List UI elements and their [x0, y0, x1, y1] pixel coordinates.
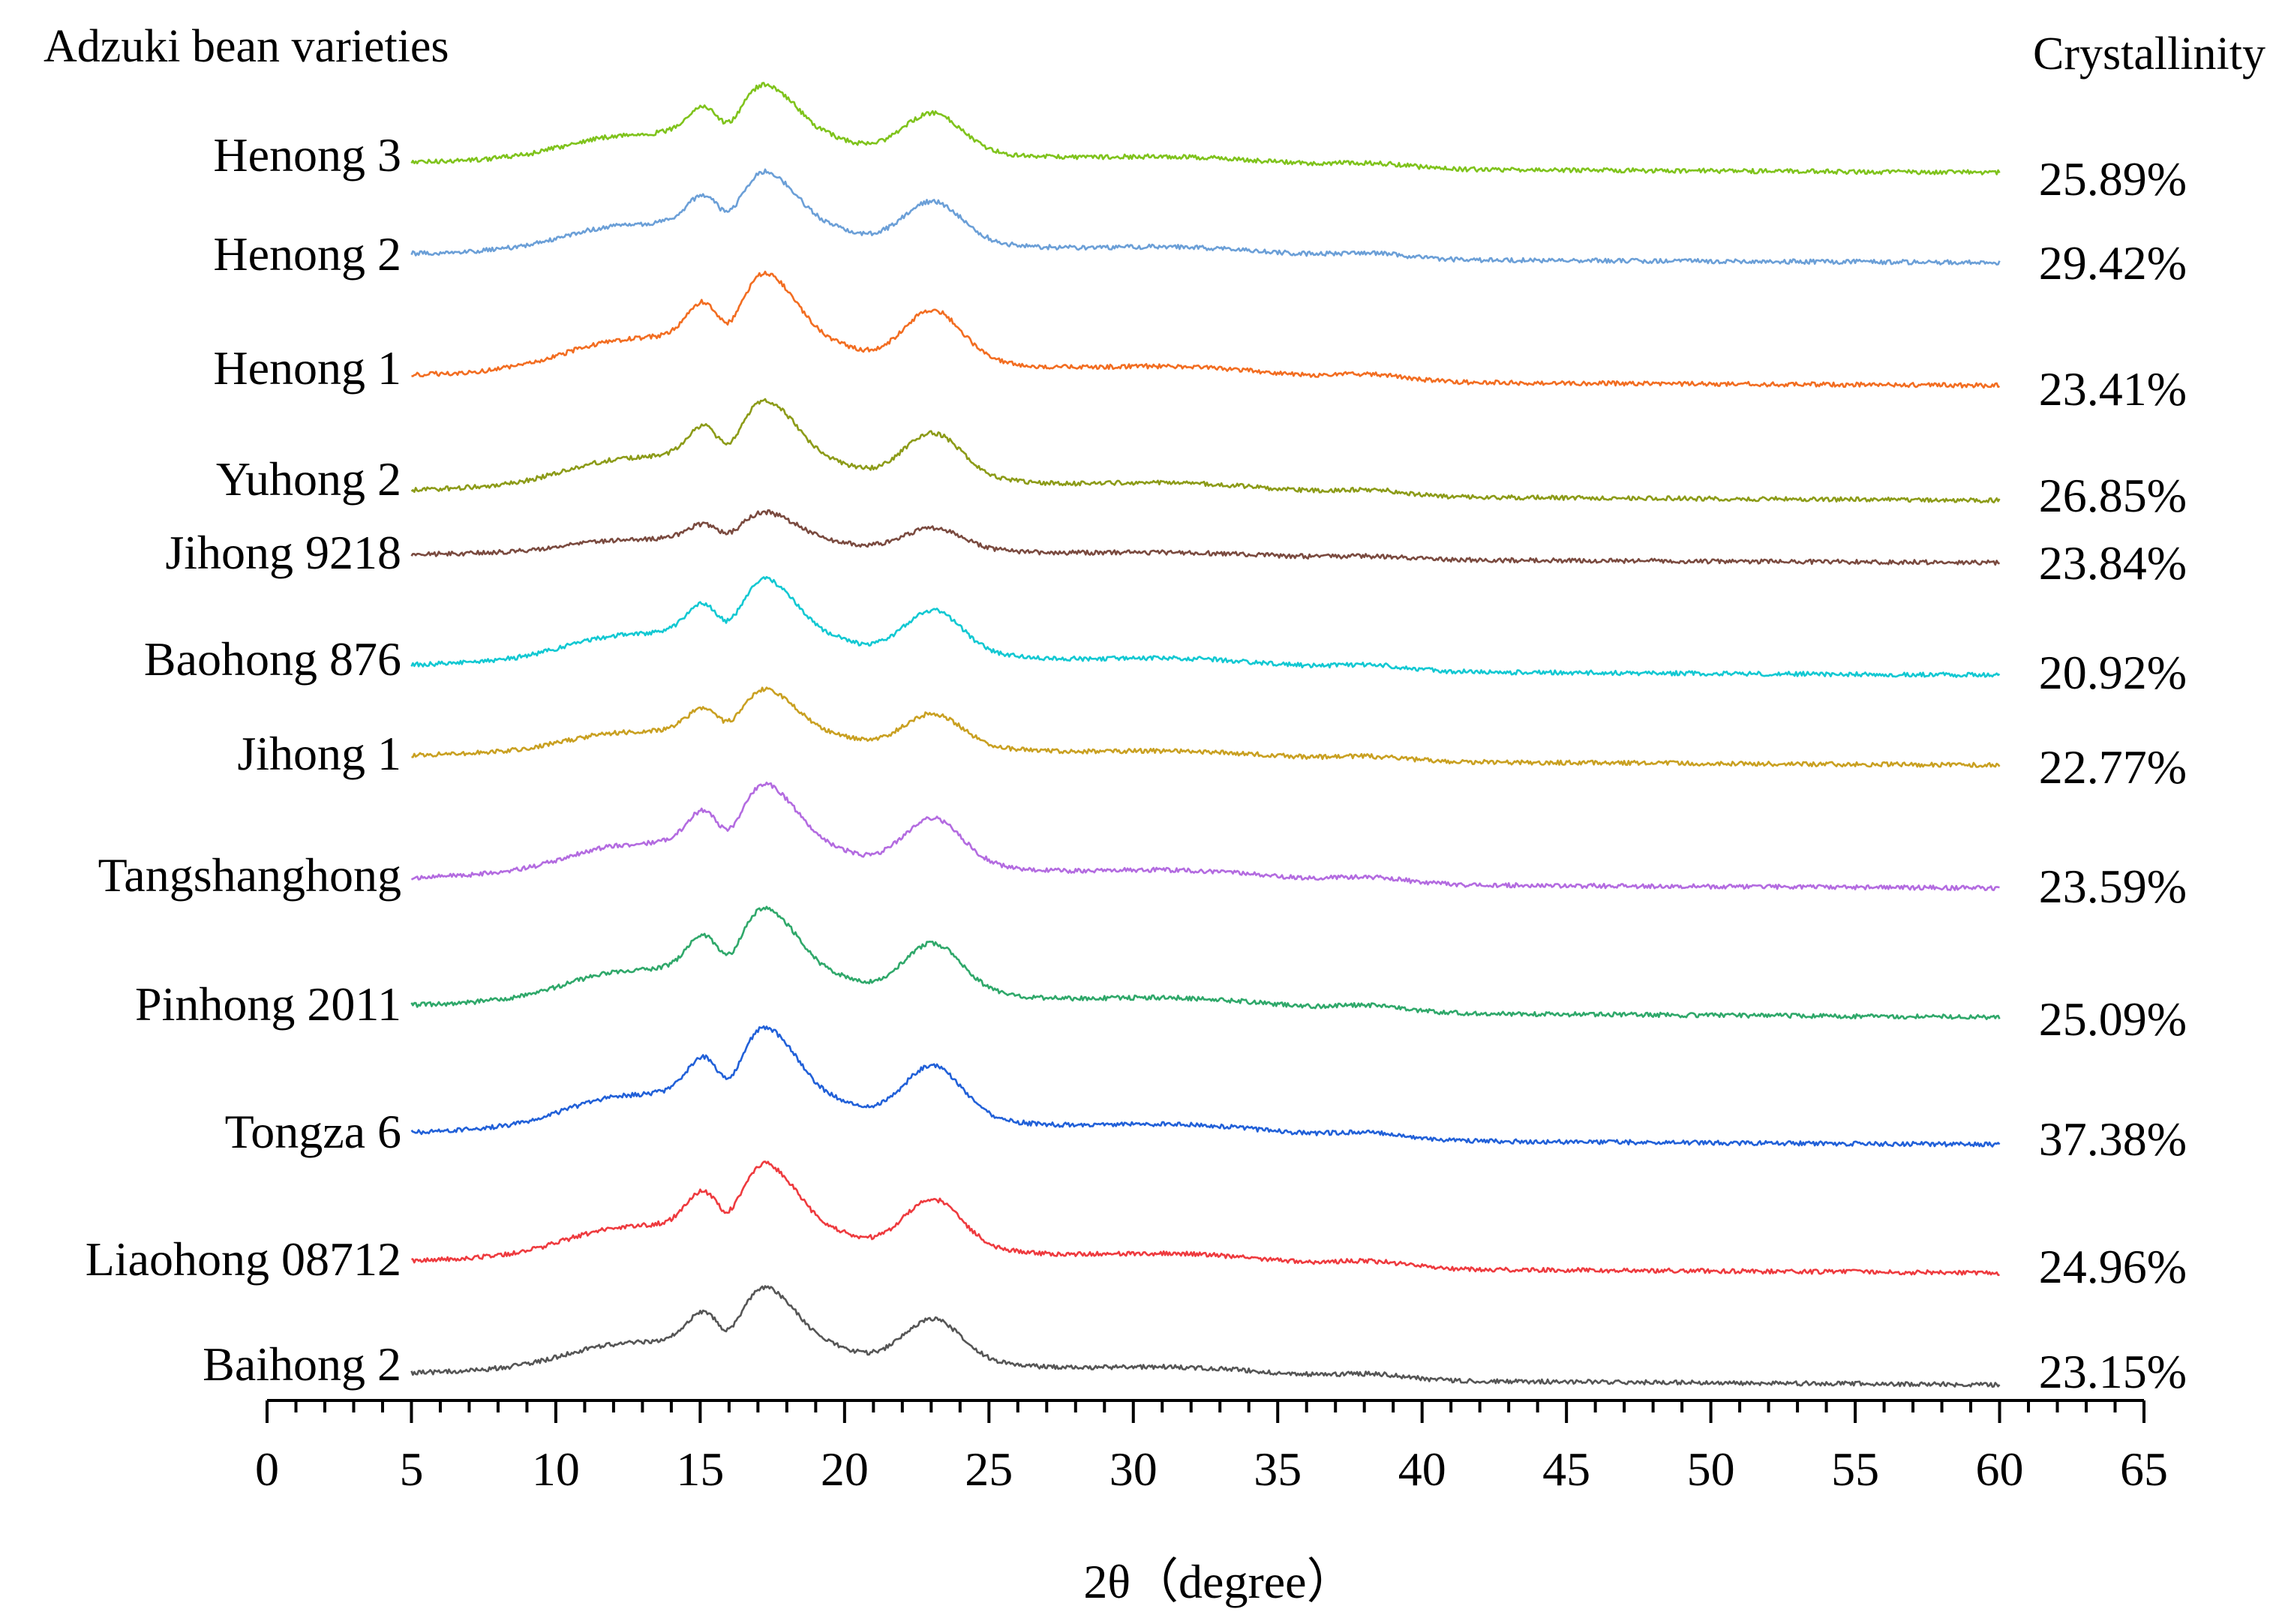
xrd-trace-jihong-1: [411, 686, 2001, 768]
crystallinity-value: 23.15%: [2039, 1345, 2187, 1398]
variety-label: Yuhong 2: [216, 452, 401, 506]
x-tick-label: 35: [1254, 1442, 1302, 1496]
crystallinity-value: 25.09%: [2039, 992, 2187, 1046]
x-tick-label: 60: [1976, 1442, 2024, 1496]
crystallinity-value: 22.77%: [2039, 740, 2187, 794]
x-tick-label: 55: [1831, 1442, 1879, 1496]
xrd-trace-henong-3: [410, 82, 2001, 176]
xrd-trace-liaohong-08712: [411, 1160, 2000, 1277]
x-tick-label: 25: [965, 1442, 1013, 1496]
variety-label: Baohong 876: [144, 632, 401, 686]
xrd-trace-yuhong-2: [410, 398, 2001, 504]
crystallinity-value: 29.42%: [2039, 236, 2187, 290]
crystallinity-value: 26.85%: [2039, 469, 2187, 522]
x-tick-label: 5: [399, 1442, 423, 1496]
crystallinity-labels: 25.89% 29.42% 23.41% 26.85% 23.84% 20.92% 22.7…: [2039, 152, 2187, 1398]
x-tick-label: 65: [2120, 1442, 2168, 1496]
crystallinity-value: 37.38%: [2039, 1112, 2187, 1166]
xrd-trace-jihong-9218: [410, 509, 2001, 566]
x-tick-label: 50: [1687, 1442, 1735, 1496]
variety-label: Tangshanghong: [98, 848, 401, 902]
left-header: Adzuki bean varieties: [44, 21, 449, 72]
x-tick-label: 40: [1398, 1442, 1446, 1496]
xrd-trace-henong-2: [410, 168, 2001, 266]
crystallinity-value: 24.96%: [2039, 1240, 2187, 1293]
xrd-trace-tangshanghong: [410, 782, 2000, 891]
right-header: Crystallinity: [2033, 29, 2265, 80]
variety-label: Henong 1: [213, 341, 401, 395]
crystallinity-value: 25.89%: [2039, 152, 2187, 206]
crystallinity-value: 23.84%: [2039, 536, 2187, 590]
variety-label: Jihong 1: [237, 727, 401, 780]
variety-label: Tongza 6: [225, 1105, 401, 1158]
xrd-trace-pinhong-2011: [410, 905, 2001, 1020]
x-axis: 0 5 10 15 20 25 30 35 40 45 50 55 60 65: [255, 1399, 2168, 1496]
crystallinity-value: 20.92%: [2039, 646, 2187, 699]
crystallinity-value: 23.59%: [2039, 860, 2187, 913]
variety-label: Baihong 2: [203, 1337, 401, 1391]
variety-label: Henong 2: [213, 227, 401, 281]
x-tick-label: 10: [532, 1442, 580, 1496]
crystallinity-value: 23.41%: [2039, 362, 2187, 416]
xrd-trace-baihong-2: [410, 1285, 2001, 1388]
x-tick-label: 15: [676, 1442, 724, 1496]
x-tick-label: 45: [1542, 1442, 1590, 1496]
xrd-trace-henong-1: [411, 270, 2001, 389]
xrd-trace-tongza-6: [410, 1025, 2001, 1148]
variety-labels: Henong 3 Henong 2 Henong 1 Yuhong 2 Jihong 9…: [86, 128, 401, 1391]
x-tick-label: 0: [255, 1442, 279, 1496]
variety-label: Pinhong 2011: [135, 977, 401, 1031]
variety-label: Liaohong 08712: [86, 1232, 401, 1286]
x-axis-label: 2θ（degree）: [1083, 1555, 1354, 1608]
x-tick-label: 30: [1109, 1442, 1158, 1496]
variety-label: Jihong 9218: [165, 526, 401, 579]
x-tick-label: 20: [821, 1442, 869, 1496]
xrd-traces: [410, 82, 2001, 1388]
variety-label: Henong 3: [213, 128, 401, 182]
xrd-trace-baohong-876: [410, 575, 2001, 678]
